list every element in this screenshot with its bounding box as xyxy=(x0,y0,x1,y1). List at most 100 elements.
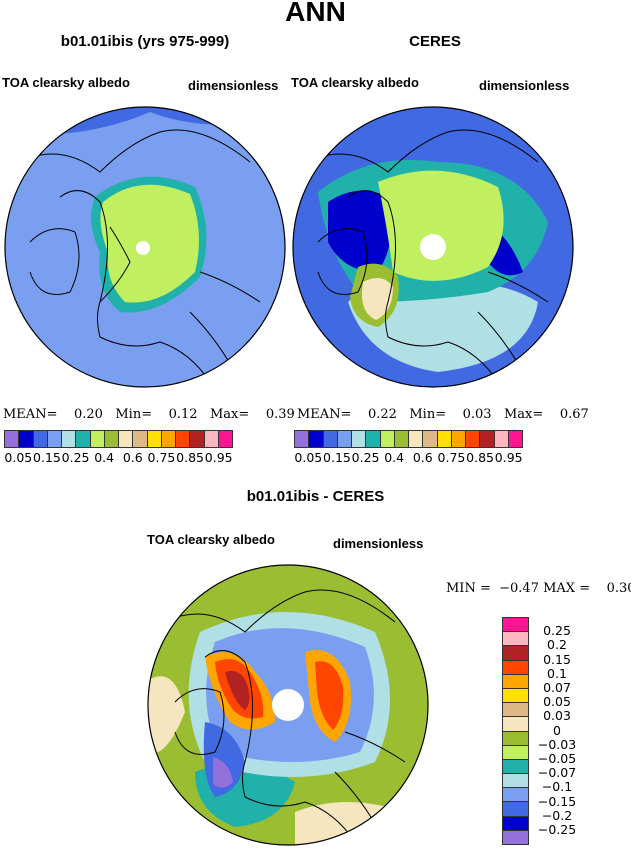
mean-label: MEAN= xyxy=(3,407,58,422)
colorbar-label: 0 xyxy=(553,722,561,738)
panel2-variable: TOA clearsky albedo xyxy=(291,75,419,90)
colorbar-box xyxy=(323,431,338,447)
mean-label: MEAN= xyxy=(297,407,352,422)
colorbar-box xyxy=(503,774,528,789)
colorbar-box xyxy=(90,431,105,447)
panel1-title: b01.01ibis (yrs 975-999) xyxy=(60,33,230,50)
colorbar-label: −0.25 xyxy=(537,822,577,837)
colorbar-box xyxy=(503,618,528,633)
panel2-title: CERES xyxy=(409,33,461,50)
colorbar-box xyxy=(503,688,528,704)
min-label: Min= xyxy=(115,407,153,422)
panel1-units: dimensionless xyxy=(188,78,279,93)
colorbar-label: 0.15 xyxy=(543,651,571,667)
colorbar-box xyxy=(204,431,219,447)
colorbar-box xyxy=(366,431,381,447)
min-value: −0.47 xyxy=(499,581,539,596)
mean-value: 0.20 xyxy=(74,407,103,422)
colorbar-label: −0.03 xyxy=(537,736,577,752)
colorbar-box xyxy=(503,717,528,732)
colorbar-box xyxy=(218,431,232,447)
colorbar-label: 0.25 xyxy=(543,623,571,639)
panel1-colorbar xyxy=(4,430,233,448)
colorbar-box xyxy=(494,431,509,447)
colorbar-label: −0.05 xyxy=(537,751,577,766)
colorbar-box xyxy=(161,431,176,447)
colorbar-label: 0.4 xyxy=(94,450,115,465)
colorbar-box xyxy=(503,816,528,831)
colorbar-box xyxy=(5,431,20,447)
diff-colorbar xyxy=(502,617,529,845)
colorbar-label: 0.05 xyxy=(543,694,571,710)
colorbar-box xyxy=(451,431,466,447)
panel2-polar-map xyxy=(292,106,574,388)
panel1-variable: TOA clearsky albedo xyxy=(2,75,130,90)
max-label: Max= xyxy=(209,407,250,422)
colorbar-label: 0.25 xyxy=(351,450,380,465)
diff-title: b01.01ibis - CERES xyxy=(246,488,385,505)
colorbar-box xyxy=(76,431,91,447)
colorbar-label: 0.2 xyxy=(547,637,567,653)
colorbar-box xyxy=(119,431,134,447)
diff-polar-map xyxy=(147,564,429,846)
colorbar-box xyxy=(423,431,438,447)
min-value: 0.12 xyxy=(168,407,198,422)
colorbar-label: 0.1 xyxy=(547,665,567,681)
colorbar-label: 0.15 xyxy=(323,450,351,465)
colorbar-label: 0.95 xyxy=(494,450,523,465)
panel2-stats: MEAN= 0.22 Min= 0.03 Max= 0.67 xyxy=(297,407,589,422)
colorbar-box xyxy=(47,431,62,447)
colorbar-label: 0.75 xyxy=(437,450,466,465)
colorbar-box xyxy=(380,431,395,447)
colorbar-label: 0.05 xyxy=(294,450,323,465)
colorbar-label: 0.15 xyxy=(33,450,61,465)
colorbar-box xyxy=(176,431,191,447)
diff-minmax: MIN = −0.47 MAX = 0.30 xyxy=(446,581,631,596)
colorbar-box xyxy=(503,830,528,844)
mean-value: 0.22 xyxy=(368,407,397,422)
colorbar-box xyxy=(503,646,528,661)
max-label: Max= xyxy=(503,407,544,422)
colorbar-label: 0.85 xyxy=(466,450,494,465)
colorbar-box xyxy=(33,431,48,447)
colorbar-box xyxy=(503,731,528,746)
colorbar-label: 0.6 xyxy=(122,450,143,465)
panel1-polar-map xyxy=(4,106,286,388)
max-value: 0.67 xyxy=(559,407,589,422)
colorbar-box xyxy=(309,431,324,447)
colorbar-label: 0.75 xyxy=(147,450,176,465)
panel1-colorbar-labels: 0.05 0.15 0.25 0.4 0.6 0.75 0.85 0.95 xyxy=(0,450,240,466)
figure-title: ANN xyxy=(285,0,346,27)
colorbar-box xyxy=(503,745,528,760)
colorbar-box xyxy=(19,431,34,447)
colorbar-label: −0.2 xyxy=(541,807,573,823)
colorbar-box xyxy=(503,674,528,689)
colorbar-label: 0.25 xyxy=(61,450,90,465)
colorbar-box xyxy=(147,431,162,447)
max-value: 0.39 xyxy=(265,407,295,422)
diff-colorbar-labels: 0.25 0.2 0.15 0.1 0.07 0.05 0.03 0 −0.03 −0.05 −0.… xyxy=(528,617,588,847)
colorbar-box xyxy=(352,431,367,447)
colorbar-label: −0.07 xyxy=(537,765,577,781)
colorbar-box xyxy=(409,431,424,447)
colorbar-label: 0.07 xyxy=(543,680,571,695)
colorbar-box xyxy=(480,431,495,447)
colorbar-box xyxy=(466,431,481,447)
colorbar-box xyxy=(394,431,409,447)
colorbar-label: 0.4 xyxy=(384,450,405,465)
colorbar-box xyxy=(503,660,528,675)
panel2-units: dimensionless xyxy=(479,78,570,93)
panel2-colorbar-labels: 0.05 0.15 0.25 0.4 0.6 0.75 0.85 0.95 xyxy=(290,450,530,466)
colorbar-box xyxy=(503,759,528,775)
colorbar-box xyxy=(337,431,352,447)
colorbar-label: −0.15 xyxy=(537,793,577,809)
colorbar-box xyxy=(190,431,205,447)
min-label: MIN = xyxy=(446,581,491,596)
colorbar-label: 0.85 xyxy=(176,450,204,465)
colorbar-box xyxy=(104,431,119,447)
colorbar-box xyxy=(503,632,528,647)
colorbar-box xyxy=(437,431,452,447)
colorbar-label: −0.1 xyxy=(541,779,573,795)
colorbar-label: 0.6 xyxy=(412,450,433,465)
